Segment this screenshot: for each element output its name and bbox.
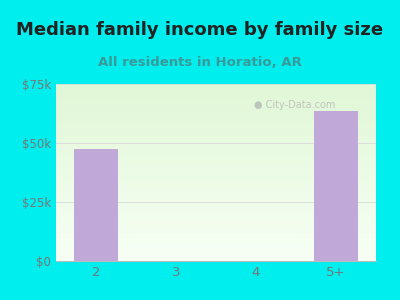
Bar: [314, 111, 358, 261]
Text: ● City-Data.com: ● City-Data.com: [254, 100, 336, 110]
Bar: [74, 149, 118, 261]
Text: Median family income by family size: Median family income by family size: [16, 21, 384, 39]
Text: All residents in Horatio, AR: All residents in Horatio, AR: [98, 56, 302, 70]
